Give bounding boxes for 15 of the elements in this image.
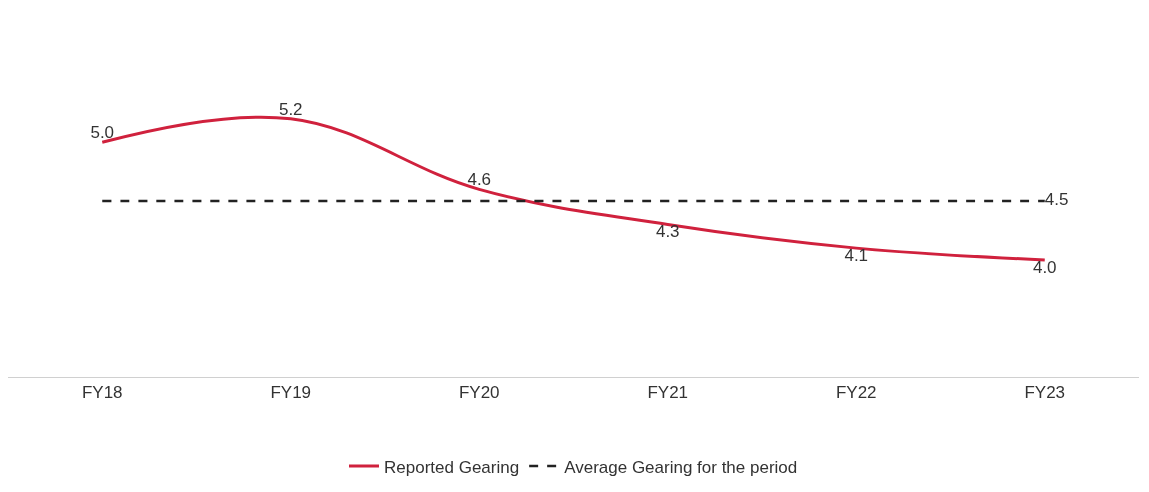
data-label: 4.1 bbox=[844, 245, 869, 265]
data-label: 4.6 bbox=[467, 170, 492, 190]
x-tick-label: FY21 bbox=[647, 383, 689, 403]
x-tick-label: FY22 bbox=[835, 383, 877, 403]
x-tick-label: FY23 bbox=[1024, 383, 1066, 403]
data-label: 4.0 bbox=[1032, 257, 1057, 277]
legend-label: Average Gearing for the period bbox=[564, 457, 798, 477]
data-label: 4.5 bbox=[1044, 190, 1069, 210]
x-tick-label: FY19 bbox=[270, 383, 312, 403]
data-label: 5.2 bbox=[278, 99, 303, 119]
x-tick-label: FY18 bbox=[81, 383, 123, 403]
data-label: 5.0 bbox=[90, 123, 115, 143]
data-label: 4.3 bbox=[655, 222, 680, 242]
x-tick-label: FY20 bbox=[458, 383, 500, 403]
legend-label: Reported Gearing bbox=[384, 457, 520, 477]
